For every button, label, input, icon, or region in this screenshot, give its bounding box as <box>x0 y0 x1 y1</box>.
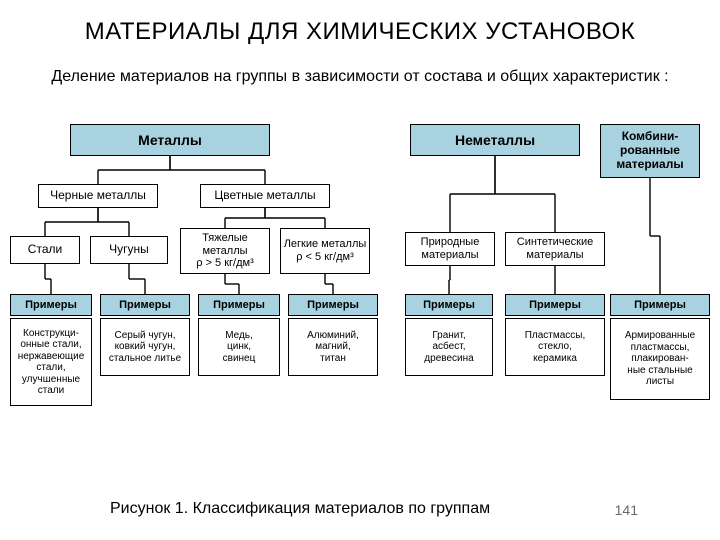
node-ex1: Конструкци- онные стали, нержавеющие ста… <box>10 318 92 406</box>
node-heavy: Тяжелые металлы ρ > 5 кг/дм³ <box>180 228 270 274</box>
slide: МАТЕРИАЛЫ ДЛЯ ХИМИЧЕСКИХ УСТАНОВОК Делен… <box>0 0 720 540</box>
classification-diagram: Металлы Неметаллы Комбини- рованные матери… <box>10 124 710 454</box>
page-number: 141 <box>615 502 638 518</box>
node-ex3h: Примеры <box>198 294 280 316</box>
node-ex6: Пластмассы, стекло, керамика <box>505 318 605 376</box>
page-title: МАТЕРИАЛЫ ДЛЯ ХИМИЧЕСКИХ УСТАНОВОК <box>0 18 720 46</box>
node-natural: Природные материалы <box>405 232 495 266</box>
node-ex7: Армированные пластмассы, плакирован- ные… <box>610 318 710 400</box>
node-combined: Комбини- рованные материалы <box>600 124 700 178</box>
figure-caption: Рисунок 1. Классификация материалов по г… <box>110 500 490 518</box>
node-metals: Металлы <box>70 124 270 156</box>
node-ex3: Медь, цинк, свинец <box>198 318 280 376</box>
node-nonferrous: Цветные металлы <box>200 184 330 208</box>
node-ex4: Алюминий, магний, титан <box>288 318 378 376</box>
node-nonmetals: Неметаллы <box>410 124 580 156</box>
node-ex4h: Примеры <box>288 294 378 316</box>
node-ex5: Гранит, асбест, древесина <box>405 318 493 376</box>
node-ex6h: Примеры <box>505 294 605 316</box>
node-castirons: Чугуны <box>90 236 168 264</box>
node-ferrous: Черные металлы <box>38 184 158 208</box>
node-ex5h: Примеры <box>405 294 493 316</box>
node-ex1h: Примеры <box>10 294 92 316</box>
node-ex2: Серый чугун, ковкий чугун, стальное лить… <box>100 318 190 376</box>
node-synthetic: Синтетические материалы <box>505 232 605 266</box>
page-subtitle: Деление материалов на группы в зависимос… <box>0 66 720 88</box>
node-steels: Стали <box>10 236 80 264</box>
node-ex7h: Примеры <box>610 294 710 316</box>
node-light: Легкие металлы ρ < 5 кг/дм³ <box>280 228 370 274</box>
node-ex2h: Примеры <box>100 294 190 316</box>
